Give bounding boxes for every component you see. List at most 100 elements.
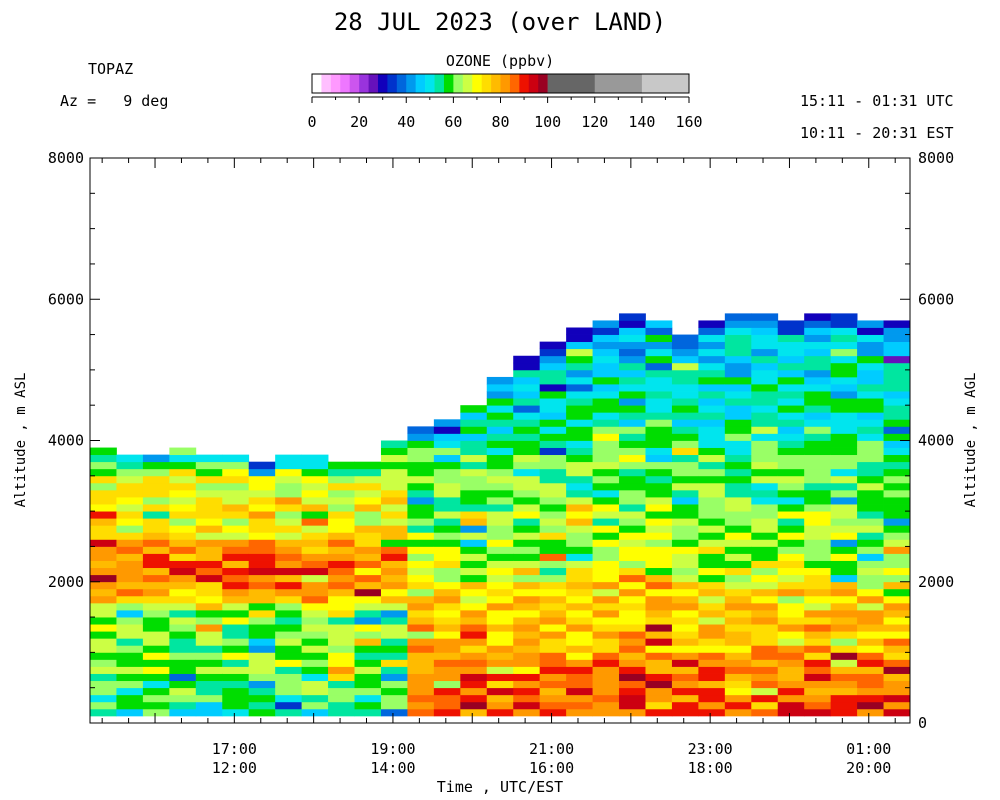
ozone-cell xyxy=(433,546,461,554)
ozone-cell xyxy=(275,645,303,653)
ozone-cell xyxy=(328,518,355,526)
ozone-cell xyxy=(486,454,514,463)
ozone-cell xyxy=(830,708,858,717)
ozone-cell xyxy=(671,461,699,470)
colorbar-tick-label: 120 xyxy=(581,113,608,131)
ozone-cell xyxy=(566,348,593,357)
ozone-cell xyxy=(460,602,488,611)
ozone-cell xyxy=(619,595,646,604)
ozone-cell xyxy=(354,518,382,526)
colorbar-tick-label: 160 xyxy=(675,113,702,131)
ozone-cell xyxy=(804,687,832,696)
ozone-cell xyxy=(592,327,620,335)
ozone-cell xyxy=(883,454,911,463)
ozone-cell xyxy=(328,673,355,682)
ozone-cell xyxy=(857,320,884,328)
ozone-cell xyxy=(671,489,699,498)
ozone-cell xyxy=(195,504,223,512)
ozone-cell xyxy=(116,645,144,653)
ozone-cell xyxy=(460,489,488,498)
ozone-cell xyxy=(460,546,488,554)
ozone-cell xyxy=(275,546,303,554)
ozone-cell xyxy=(592,369,620,378)
ozone-cell xyxy=(883,482,911,491)
ozone-cell xyxy=(751,673,779,682)
ozone-cell xyxy=(90,638,117,646)
ozone-cell xyxy=(671,602,699,611)
ozone-cell xyxy=(619,454,646,463)
ozone-cell xyxy=(195,525,223,533)
ozone-cell xyxy=(539,546,567,554)
ozone-cell xyxy=(354,610,382,618)
colorbar-bin xyxy=(434,74,445,93)
ozone-cell xyxy=(486,708,514,717)
ozone-cell xyxy=(195,610,223,618)
ozone-cell xyxy=(619,567,646,576)
ozone-cell xyxy=(301,659,329,667)
ozone-cell xyxy=(248,461,276,470)
ozone-cell xyxy=(539,391,567,399)
ozone-cell xyxy=(751,694,779,703)
ozone-cell xyxy=(513,694,541,703)
ozone-cell xyxy=(804,461,832,470)
ozone-cell xyxy=(460,468,488,477)
ozone-cell xyxy=(539,362,567,371)
ozone-cell xyxy=(116,511,144,519)
ozone-cell xyxy=(195,602,223,611)
ozone-cell xyxy=(116,687,144,696)
ozone-cell xyxy=(619,666,646,674)
ozone-cell xyxy=(671,546,699,554)
ozone-cell xyxy=(354,666,382,674)
ozone-cell xyxy=(301,638,329,646)
ozone-cell xyxy=(169,708,197,717)
ozone-cell xyxy=(513,468,541,477)
ozone-cell xyxy=(619,602,646,611)
ozone-cell xyxy=(804,369,832,378)
ozone-cell xyxy=(142,673,170,682)
ozone-cell xyxy=(698,482,726,491)
ozone-cell xyxy=(830,624,858,632)
colorbar-bin xyxy=(509,74,520,93)
ozone-cell xyxy=(804,708,832,717)
ozone-cell xyxy=(619,497,646,505)
y-tick-label-left: 8000 xyxy=(48,149,84,167)
ozone-cell xyxy=(751,504,779,512)
ozone-cell xyxy=(116,489,144,498)
ozone-cell xyxy=(116,539,144,547)
ozone-cell xyxy=(724,313,752,321)
ozone-cell xyxy=(619,482,646,491)
ozone-cell xyxy=(354,659,382,667)
ozone-cell xyxy=(592,355,620,364)
ozone-cell xyxy=(645,454,673,463)
ozone-cell xyxy=(248,489,276,498)
ozone-cell xyxy=(883,405,911,413)
ozone-cell xyxy=(116,504,144,512)
ozone-cell xyxy=(751,419,779,427)
ozone-cell xyxy=(539,426,567,434)
ozone-cell xyxy=(751,426,779,434)
ozone-cell xyxy=(857,525,884,533)
ozone-cell xyxy=(486,638,514,646)
ozone-cell xyxy=(592,610,620,618)
ozone-cell xyxy=(830,553,858,561)
ozone-cell xyxy=(301,475,329,484)
ozone-cell xyxy=(830,687,858,696)
ozone-cell xyxy=(671,440,699,448)
ozone-cell xyxy=(645,694,673,703)
ozone-cell xyxy=(460,553,488,561)
ozone-cell xyxy=(645,624,673,632)
ozone-cell xyxy=(751,581,779,590)
ozone-cell xyxy=(724,617,752,625)
ozone-cell xyxy=(513,588,541,597)
ozone-cell xyxy=(724,468,752,477)
ozone-cell xyxy=(698,341,726,350)
ozone-cell xyxy=(619,659,646,667)
ozone-cell xyxy=(433,624,461,632)
ozone-cell xyxy=(804,391,832,399)
ozone-cell xyxy=(486,546,514,554)
ozone-cell xyxy=(724,320,752,328)
ozone-cell xyxy=(513,447,541,456)
ozone-cell xyxy=(724,391,752,399)
ozone-cell xyxy=(645,610,673,618)
ozone-cell xyxy=(883,433,911,441)
